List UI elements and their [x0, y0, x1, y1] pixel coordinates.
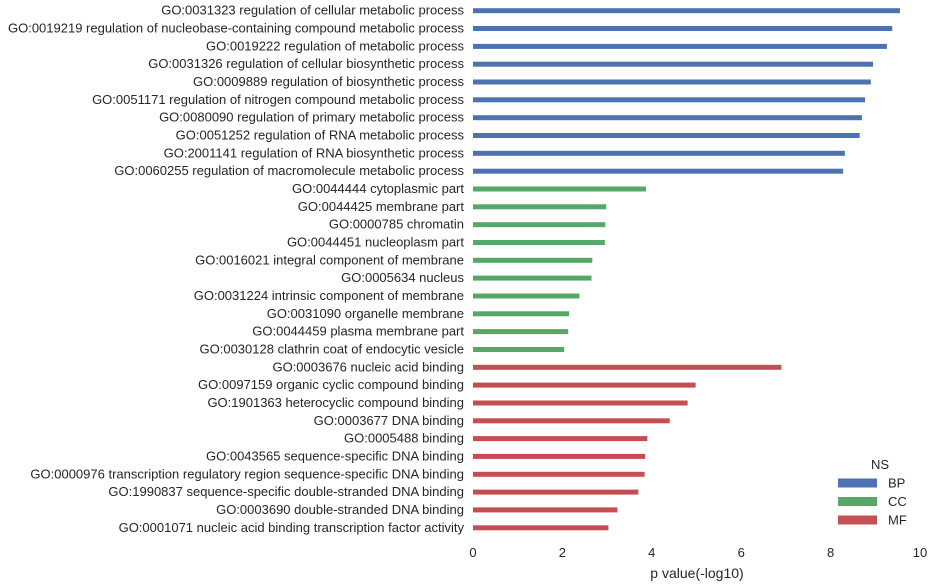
bar-bp	[473, 8, 900, 14]
x-tick-label: 8	[827, 545, 834, 560]
legend-swatch-bp	[838, 478, 877, 488]
category-label: GO:0044444 cytoplasmic part	[292, 181, 464, 196]
x-ticks-group: 0 2 4 6 8 10	[469, 545, 927, 560]
category-label: GO:0044451 nucleoplasm part	[287, 235, 464, 250]
category-label: GO:0000976 transcription regulatory regi…	[30, 466, 464, 481]
category-label: GO:0031090 organelle membrane	[267, 306, 464, 321]
bar-mf	[473, 489, 639, 495]
bar-cc	[473, 275, 592, 281]
category-label: GO:0009889 regulation of biosynthetic pr…	[193, 74, 465, 89]
category-label: GO:0044459 plasma membrane part	[252, 324, 464, 339]
category-label: GO:0031326 regulation of cellular biosyn…	[148, 56, 464, 71]
bar-mf	[473, 525, 609, 531]
x-tick-label: 2	[559, 545, 566, 560]
bar-bp	[473, 43, 887, 49]
bar-bp	[473, 79, 871, 85]
bar-cc	[473, 240, 605, 245]
bar-cc	[473, 204, 607, 210]
category-label: GO:0016021 integral component of membran…	[195, 252, 464, 267]
category-label: GO:0000785 chromatin	[329, 217, 464, 232]
category-labels-group: GO:0031323 regulation of cellular metabo…	[8, 3, 465, 535]
legend: NS BP CC MF	[838, 457, 907, 528]
bar-cc	[473, 311, 570, 317]
legend-label-mf: MF	[888, 513, 907, 528]
bar-mf	[473, 400, 688, 406]
category-label: GO:0051252 regulation of RNA metabolic p…	[176, 128, 465, 143]
category-label: GO:0019219 regulation of nucleobase-cont…	[8, 21, 465, 36]
bar-bp	[473, 150, 845, 156]
bar-mf	[473, 364, 782, 370]
legend-swatch-mf	[838, 515, 877, 525]
bar-mf	[473, 418, 670, 424]
x-tick-label: 4	[648, 545, 655, 560]
bar-bp	[473, 61, 874, 67]
bar-cc	[473, 329, 569, 335]
category-label: GO:1990837 sequence-specific double-stra…	[108, 484, 464, 499]
bar-bp	[473, 115, 862, 121]
bars-group	[473, 8, 900, 531]
category-label: GO:0019222 regulation of metabolic proce…	[206, 38, 464, 53]
category-label: GO:0003676 nucleic acid binding	[272, 359, 464, 374]
category-label: GO:0097159 organic cyclic compound bindi…	[198, 377, 464, 392]
category-label: GO:0030128 clathrin coat of endocytic ve…	[200, 342, 464, 357]
category-label: GO:0005634 nucleus	[341, 270, 464, 285]
legend-title: NS	[871, 457, 889, 472]
category-label: GO:0051171 regulation of nitrogen compou…	[92, 92, 464, 107]
bar-cc	[473, 293, 580, 299]
bar-mf	[473, 382, 696, 388]
category-label: GO:0003677 DNA binding	[314, 413, 464, 428]
category-label: GO:1901363 heterocyclic compound binding	[207, 395, 464, 410]
bar-bp	[473, 97, 865, 103]
category-label: GO:0080090 regulation of primary metabol…	[159, 110, 464, 125]
x-tick-label: 6	[738, 545, 745, 560]
bar-mf	[473, 471, 645, 477]
category-label: GO:0031323 regulation of cellular metabo…	[161, 3, 464, 18]
category-label: GO:0044425 membrane part	[298, 199, 465, 214]
bar-bp	[473, 168, 844, 174]
bar-mf	[473, 507, 618, 513]
legend-swatch-cc	[838, 497, 877, 506]
x-tick-label: 10	[913, 545, 927, 560]
x-axis-title: p value(-log10)	[650, 565, 743, 581]
bar-cc	[473, 186, 646, 192]
category-label: GO:0043565 sequence-specific DNA binding	[206, 448, 464, 463]
bar-cc	[473, 257, 593, 263]
bar-cc	[473, 347, 565, 352]
bar-bp	[473, 26, 893, 31]
category-label: GO:0003690 double-stranded DNA binding	[216, 502, 464, 517]
category-label: GO:0031224 intrinsic component of membra…	[194, 288, 464, 303]
category-label: GO:0005488 binding	[344, 431, 464, 446]
legend-label-bp: BP	[888, 476, 905, 491]
bar-mf	[473, 436, 648, 442]
bar-cc	[473, 222, 606, 228]
category-label: GO:0060255 regulation of macromolecule m…	[114, 163, 464, 178]
category-label: GO:0001071 nucleic acid binding transcri…	[119, 520, 465, 535]
x-tick-label: 0	[469, 545, 476, 560]
category-label: GO:2001141 regulation of RNA biosyntheti…	[164, 145, 465, 160]
legend-label-cc: CC	[888, 494, 907, 509]
bar-bp	[473, 133, 860, 138]
bar-mf	[473, 453, 646, 459]
